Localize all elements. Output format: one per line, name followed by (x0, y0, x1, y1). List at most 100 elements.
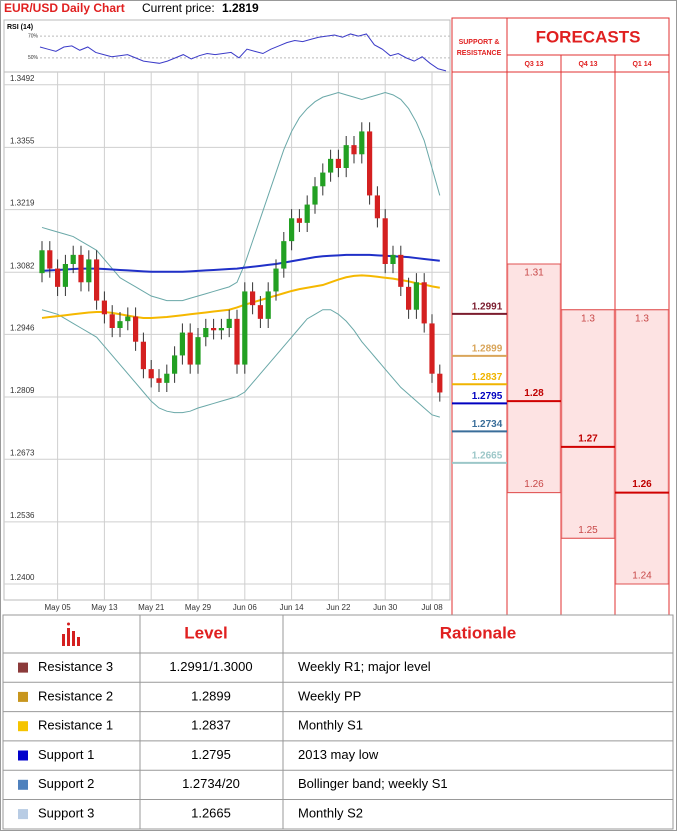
candle-body (398, 254, 404, 287)
candle-body (289, 218, 295, 242)
candle-body (413, 282, 419, 310)
row-swatch (18, 809, 28, 820)
candle-body (343, 145, 349, 168)
forecast-high-label: 1.31 (524, 268, 544, 279)
row-rationale: Weekly PP (298, 688, 361, 703)
y-tick-label: 1.3355 (10, 137, 35, 146)
candle-body (304, 204, 310, 223)
row-rationale: 2013 may low (298, 747, 379, 762)
candle-body (250, 291, 256, 306)
candle-body (328, 158, 334, 173)
row-rationale: Weekly R1; major level (298, 659, 431, 674)
row-rationale: Monthly S2 (298, 806, 363, 821)
y-tick-label: 1.3082 (10, 261, 35, 270)
candle-body (55, 268, 61, 287)
candle-body (211, 328, 217, 331)
candle-body (218, 328, 224, 331)
x-tick-label: Jun 06 (233, 603, 258, 612)
row-swatch (18, 750, 28, 761)
row-swatch (18, 691, 28, 702)
row-rationale: Monthly S1 (298, 718, 363, 733)
candle-body (351, 145, 357, 155)
candle-body (94, 259, 100, 301)
row-level: 1.2665 (191, 806, 231, 821)
candle-body (374, 195, 380, 219)
line (39, 33, 447, 72)
candle-body (429, 323, 435, 374)
quarter-label: Q1 14 (632, 61, 651, 68)
line (41, 309, 440, 418)
row-level: 1.2837 (191, 718, 231, 733)
forecast-mid-label: 1.28 (524, 388, 544, 399)
row-rationale: Bollinger band; weekly S1 (298, 776, 448, 791)
price-panel (3, 71, 451, 601)
candle-body (234, 318, 240, 365)
forecasts-title: FORECASTS (536, 27, 641, 46)
x-tick-label: Jun 30 (373, 603, 398, 612)
price: 1.2819 (222, 1, 259, 15)
forecast-low-label: 1.24 (632, 571, 652, 582)
candle-body (117, 321, 123, 328)
candle-body (70, 254, 76, 264)
candle-body (179, 332, 185, 356)
row-level: 1.2795 (191, 747, 231, 762)
line (41, 274, 440, 319)
level-label: 1.2734 (472, 419, 503, 430)
x-tick-label: Jun 22 (326, 603, 351, 612)
y-tick-label: 1.2400 (10, 573, 35, 582)
y-tick-label: 70% (28, 33, 39, 39)
forecast-low-label: 1.26 (524, 479, 544, 490)
row-name: Support 1 (38, 747, 94, 762)
quarter-label: Q4 13 (578, 61, 597, 68)
candle-body (382, 218, 388, 264)
forecast-mid-label: 1.26 (632, 479, 652, 490)
candle-body (39, 250, 45, 274)
y-tick-label: 1.3492 (10, 74, 35, 83)
candle-body (62, 264, 68, 287)
quarter-label: Q3 13 (524, 61, 543, 68)
level-label: 1.2899 (472, 344, 503, 355)
table-header: Level (184, 623, 227, 642)
candle-body (195, 337, 201, 365)
row-level: 1.2991/1.3000 (169, 659, 252, 674)
candle-body (335, 158, 341, 168)
x-tick-label: May 29 (185, 603, 212, 612)
forecast-high-label: 1.3 (581, 313, 595, 324)
candle-body (86, 259, 92, 283)
candle-body (273, 268, 279, 292)
candle-body (148, 369, 154, 379)
row-name: Support 2 (38, 776, 94, 791)
level-label: 1.2665 (472, 450, 503, 461)
candle-body (242, 291, 248, 365)
table-header: Rationale (440, 623, 517, 642)
chart-title: EUR/USD Daily Chart (4, 1, 125, 15)
price-label: Current price: (142, 1, 215, 15)
y-tick-label: 1.2536 (10, 511, 35, 520)
candle-body (257, 305, 263, 319)
candle-body (47, 250, 53, 269)
candle-body (172, 355, 178, 374)
y-tick-label: 1.2809 (10, 386, 35, 395)
y-tick-label: 50% (28, 55, 39, 61)
forecast-range (561, 309, 615, 539)
candle-body (226, 318, 232, 328)
candle-body (296, 218, 302, 223)
candle-body (437, 373, 443, 393)
candle-body (140, 341, 146, 370)
y-tick-label: 1.2946 (10, 324, 35, 333)
row-name: Resistance 1 (38, 718, 113, 733)
y-tick-label: 1.2673 (10, 448, 35, 457)
candle-body (156, 378, 162, 383)
x-tick-label: May 21 (138, 603, 165, 612)
levels-title: SUPPORT & RESISTANCE (457, 39, 502, 57)
x-tick-label: Jun 14 (280, 603, 305, 612)
candle-body (101, 300, 107, 315)
candle-body (421, 282, 427, 324)
candle-body (133, 316, 139, 342)
candle-body (265, 291, 271, 319)
row-name: Resistance 3 (38, 659, 113, 674)
candle-body (125, 316, 131, 322)
candle-body (164, 373, 170, 383)
x-tick-label: Jul 08 (421, 603, 443, 612)
